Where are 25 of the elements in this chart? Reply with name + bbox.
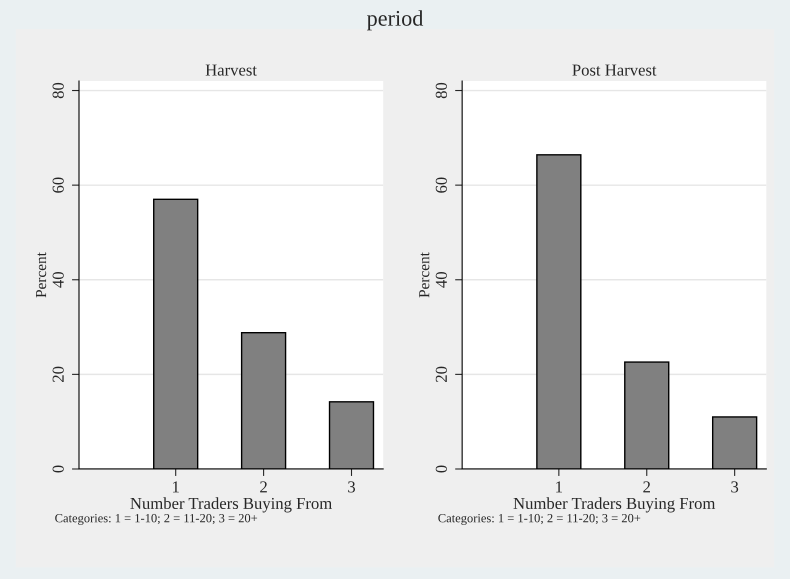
x-tick-label: 1 (172, 481, 179, 492)
x-tick-label: 2 (260, 481, 267, 492)
y-tick-label: 20 (52, 366, 64, 382)
x-tick-label: 2 (643, 481, 650, 492)
x-tick-label: 1 (556, 481, 562, 492)
y-tick-label: 80 (436, 82, 447, 98)
text: period (366, 10, 424, 30)
y-tick-label: 60 (436, 177, 447, 193)
y-tick-label: 60 (52, 177, 64, 193)
x-axis-title: Number Traders Buying From (514, 497, 716, 512)
y-axis-title: Percent (36, 252, 46, 298)
y-axis-title: Percent (419, 252, 430, 298)
text: Categories: 1 = 1-10; 2 = 11-20; 3 = 20+ (438, 514, 640, 525)
x-axis-title: Number Traders Buying From (130, 497, 332, 512)
y-tick-label: 40 (52, 272, 64, 288)
x-tick-label: 3 (731, 481, 738, 493)
chart-title: Harvest (206, 64, 257, 76)
y-tick-label: 0 (52, 465, 64, 473)
text: Categories: 1 = 1-10; 2 = 11-20; 3 = 20+ (55, 514, 258, 525)
y-tick-label: 0 (436, 465, 447, 473)
y-tick-label: 20 (436, 366, 447, 382)
y-tick-label: 80 (52, 82, 64, 98)
chart-title: Post Harvest (572, 64, 656, 76)
x-tick-label: 3 (348, 481, 356, 493)
y-tick-label: 40 (436, 272, 447, 288)
